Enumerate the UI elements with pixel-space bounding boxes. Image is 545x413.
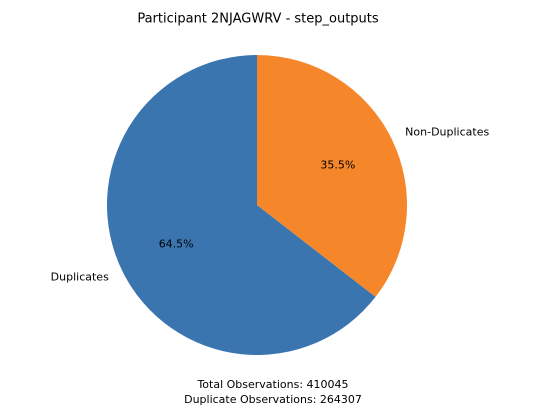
slice-label: Non-Duplicates bbox=[405, 125, 489, 138]
slice-label: Duplicates bbox=[51, 271, 109, 284]
annotation: Duplicate Observations: 264307 bbox=[184, 393, 362, 406]
pie-slice bbox=[257, 55, 407, 297]
value-label: 64.5% bbox=[159, 238, 194, 251]
annotation: Total Observations: 410045 bbox=[196, 378, 348, 391]
pie-slice bbox=[107, 55, 376, 356]
value-label: 35.5% bbox=[320, 158, 355, 171]
chart-title: Participant 2NJAGWRV - step_outputs bbox=[137, 12, 379, 27]
